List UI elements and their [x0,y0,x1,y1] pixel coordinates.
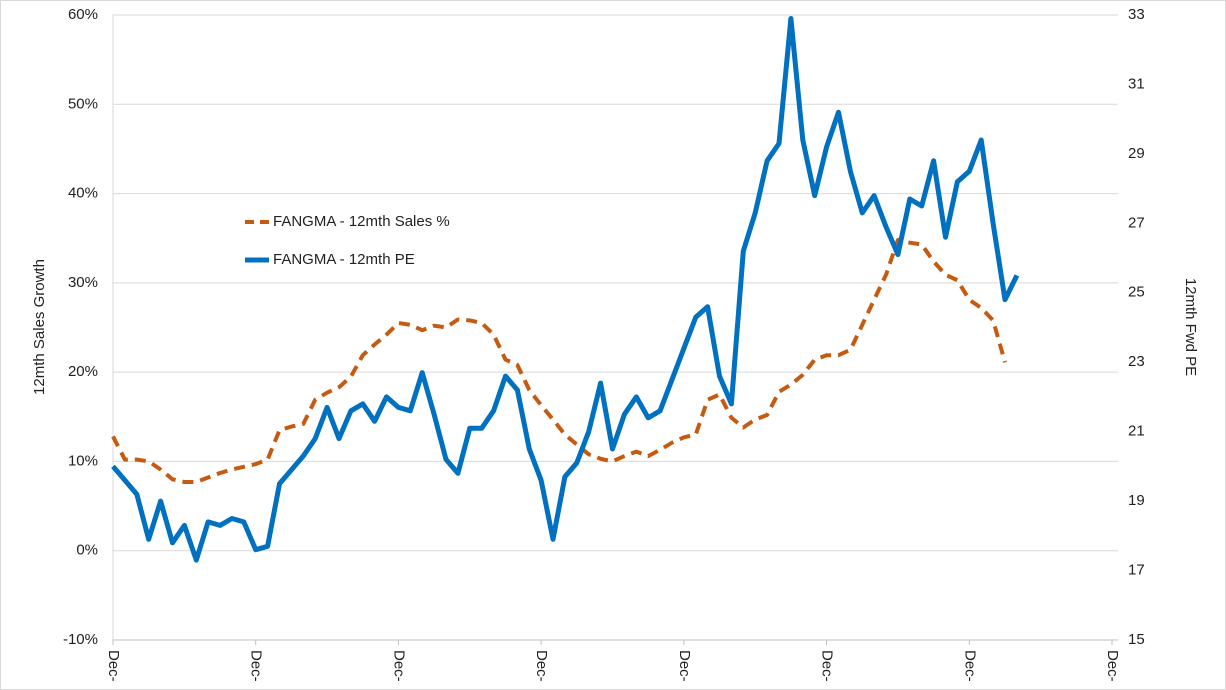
y2-tick-label: 19 [1128,492,1145,509]
legend-label: FANGMA - 12mth PE [273,251,415,268]
y-tick-label: 30% [68,274,98,291]
series-line [111,16,1020,563]
y2-axis-title: 12mth Fwd PE [1182,278,1199,376]
y2-tick-label: 27 [1128,214,1145,231]
y2-tick-label: 25 [1128,284,1145,301]
y2-tick-label: 21 [1128,423,1145,440]
y-tick-label: 60% [68,6,98,23]
x-tick-label: Dec- [1104,650,1121,682]
y-tick-label: 10% [68,452,98,469]
x-tick-label: Dec- [390,650,407,682]
y-tick-label: 20% [68,363,98,380]
x-tick-label: Dec- [533,650,550,682]
y2-tick-label: 33 [1128,6,1145,23]
y2-tick-label: 23 [1128,353,1145,370]
y-tick-label: 50% [68,95,98,112]
x-tick-label: Dec- [819,650,836,682]
y-tick-label: -10% [63,631,98,648]
y2-tick-label: 15 [1128,631,1145,648]
legend-label: FANGMA - 12mth Sales % [273,213,450,230]
y-axis-title: 12mth Sales Growth [31,259,48,395]
y2-tick-label: 31 [1128,75,1145,92]
x-tick-label: Dec- [676,650,693,682]
y2-tick-label: 29 [1128,145,1145,162]
series-line [111,238,1007,484]
x-tick-label: Dec- [961,650,978,682]
y-tick-label: 40% [68,185,98,202]
x-tick-label: Dec- [105,650,122,682]
x-tick-label: Dec- [248,650,265,682]
y-tick-label: 0% [76,542,98,559]
y2-tick-label: 17 [1128,562,1145,579]
